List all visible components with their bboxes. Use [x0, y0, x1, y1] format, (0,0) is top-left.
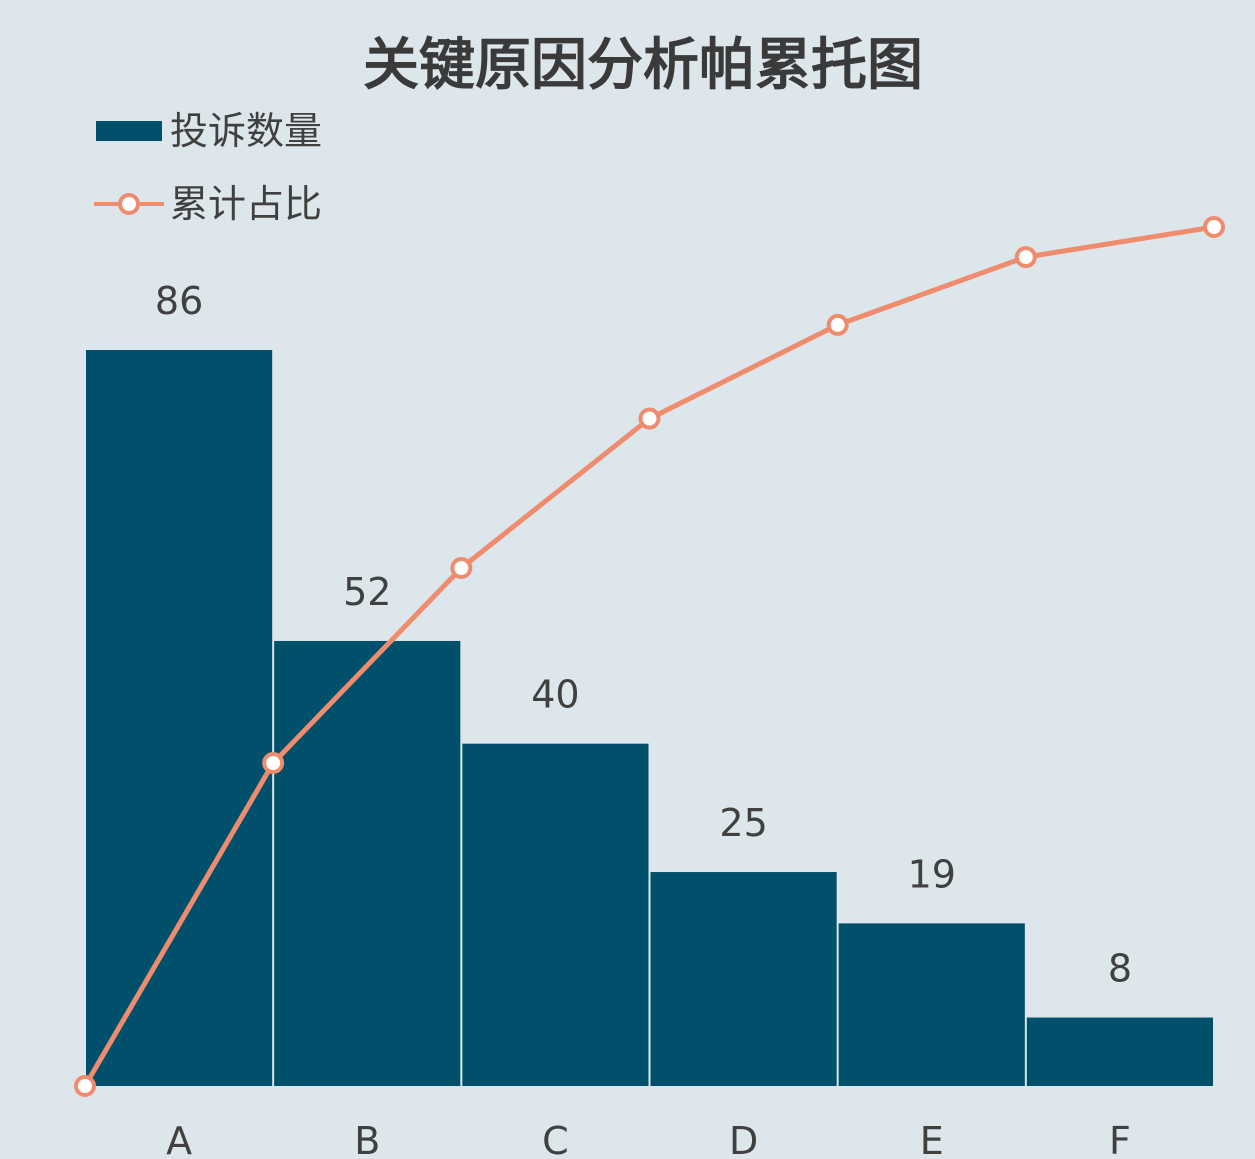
x-tick-E: E [920, 1119, 944, 1159]
legend-label-line: 累计占比 [170, 182, 322, 226]
chart-title: 关键原因分析帕累托图 [363, 33, 923, 98]
data-label-B: 52 [343, 570, 391, 614]
line-point-0 [74, 1075, 96, 1097]
x-tick-F: F [1109, 1119, 1131, 1159]
x-tick-C: C [542, 1119, 569, 1159]
legend-swatch-marker [118, 193, 140, 215]
line-point-4 [826, 313, 849, 336]
legend-swatch-bar [96, 121, 162, 141]
line-point-6 [1203, 216, 1225, 238]
bar-A [86, 350, 273, 1086]
x-tick-D: D [729, 1119, 758, 1159]
line-point-3 [638, 407, 661, 430]
cumulative-line-layer [74, 216, 1225, 1097]
legend-label-bar: 投诉数量 [170, 109, 322, 153]
bar-F [1026, 1017, 1213, 1086]
bar-B [274, 640, 461, 1086]
line-point-5 [1014, 246, 1037, 269]
bar-D [650, 872, 837, 1086]
x-tick-A: A [166, 1119, 192, 1159]
data-label-C: 40 [531, 673, 579, 717]
line-point-1 [262, 752, 285, 775]
x-axis-ticks: A B C D E F [166, 1119, 1131, 1159]
data-label-D: 25 [719, 801, 767, 845]
bar-E [838, 923, 1025, 1086]
bars-layer [86, 350, 1213, 1086]
line-point-2 [450, 557, 473, 580]
data-label-E: 19 [908, 852, 956, 896]
bar-C [462, 743, 649, 1086]
legend: 投诉数量 累计占比 [94, 109, 322, 226]
data-label-A: 86 [155, 279, 203, 323]
x-tick-B: B [354, 1119, 380, 1159]
data-labels-layer: 86 52 40 25 19 8 [155, 279, 1132, 991]
data-label-F: 8 [1108, 947, 1132, 991]
